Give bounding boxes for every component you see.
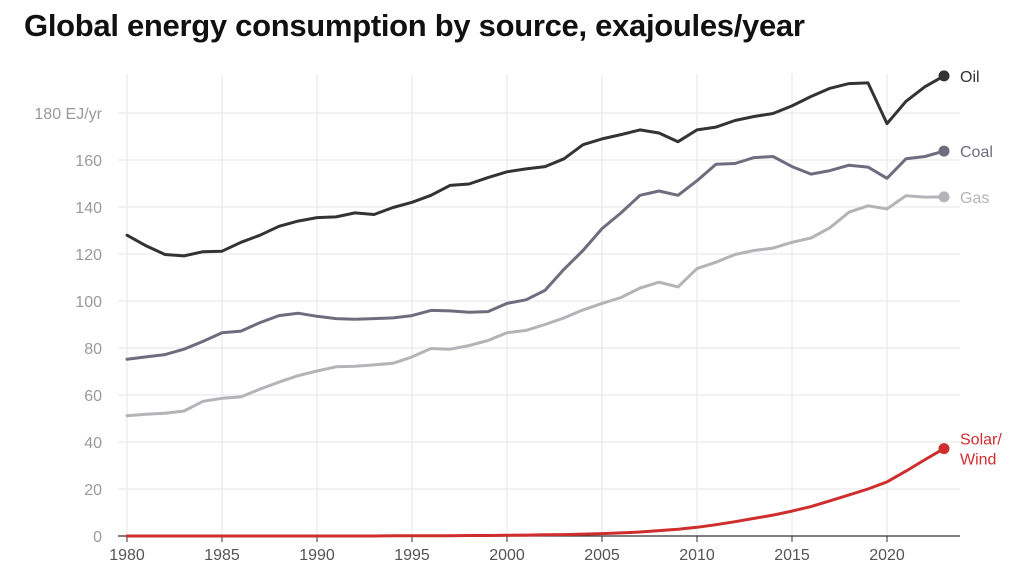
x-tick-label: 2015 xyxy=(774,547,810,564)
y-tick-label: 80 xyxy=(84,341,102,358)
x-tick-label: 1985 xyxy=(204,547,240,564)
series-line-gas xyxy=(125,194,946,418)
x-tick-label: 1990 xyxy=(299,547,335,564)
series-label: Wind xyxy=(960,452,996,469)
x-tick-label: 1995 xyxy=(394,547,430,564)
series-label: Oil xyxy=(960,69,980,86)
x-tick-label: 1980 xyxy=(109,547,145,564)
series-label: Coal xyxy=(960,144,993,161)
y-tick-label: 160 xyxy=(75,153,102,170)
y-tick-label: 140 xyxy=(75,200,102,217)
y-axis-tick-labels: 0 20 40 60 80 100 120 140 160 180 EJ/yr xyxy=(34,106,102,546)
y-tick-label: 60 xyxy=(84,388,102,405)
series-end-marker xyxy=(938,443,950,455)
series-end-marker xyxy=(938,191,950,203)
y-tick-label: 0 xyxy=(93,529,102,546)
y-tick-label: 20 xyxy=(84,482,102,499)
y-tick-label: 40 xyxy=(84,435,102,452)
x-tick-label: 2005 xyxy=(584,547,620,564)
y-tick-label: 180 EJ/yr xyxy=(34,106,102,123)
y-tick-label: 120 xyxy=(75,247,102,264)
series-end-marker xyxy=(938,145,950,157)
series-end-marker xyxy=(938,70,950,82)
x-tick-label: 2020 xyxy=(869,547,905,564)
grid-lines xyxy=(118,74,960,536)
x-axis: 1980 1985 1990 1995 2000 2005 2010 2015 2020 xyxy=(109,535,960,564)
x-tick-label: 2010 xyxy=(679,547,715,564)
series-labels: Oil Coal Gas Solar/Wind xyxy=(960,69,1002,469)
series-line-oil xyxy=(125,74,946,258)
series-label: Solar/ xyxy=(960,432,1002,449)
series-line-solar-wind xyxy=(125,447,946,538)
chart-title: Global energy consumption by source, exa… xyxy=(24,8,805,43)
series-label: Gas xyxy=(960,190,989,207)
series-line-coal xyxy=(125,149,946,361)
series-lines xyxy=(125,70,950,538)
x-tick-label: 2000 xyxy=(489,547,525,564)
y-tick-label: 100 xyxy=(75,294,102,311)
